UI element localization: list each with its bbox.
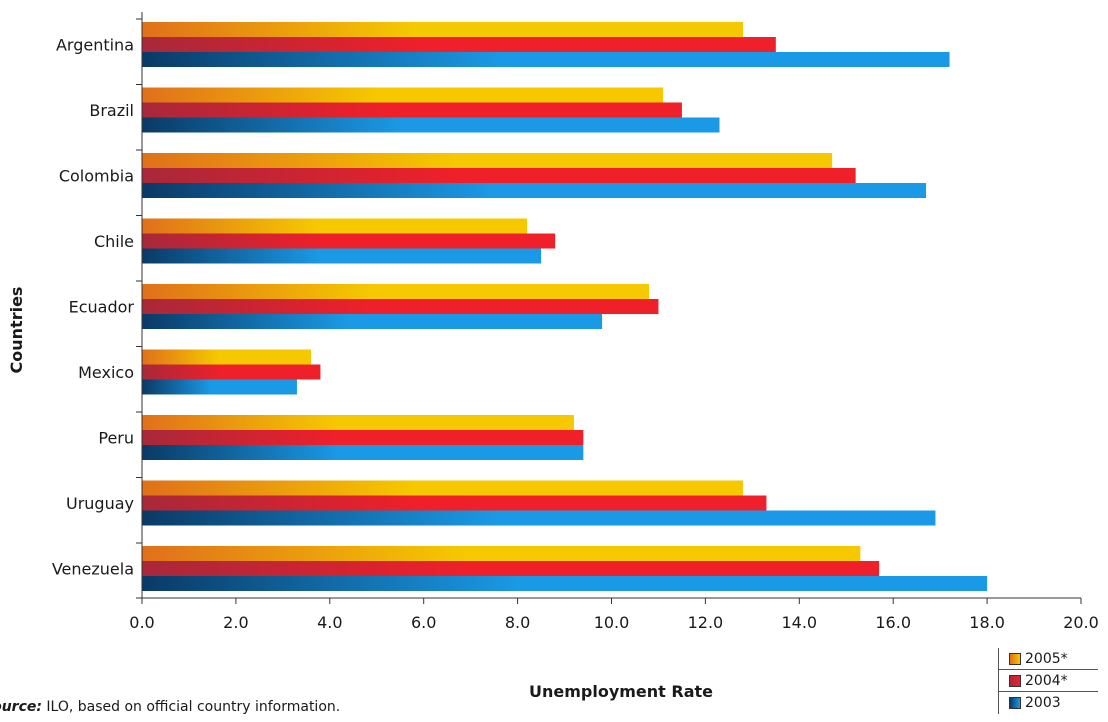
category-label-chile: Chile	[94, 232, 134, 251]
y-axis-title: Countries	[7, 287, 26, 374]
bar-argentina-2004	[142, 37, 776, 52]
bar-ecuador-2003	[142, 314, 603, 329]
category-label-uruguay: Uruguay	[66, 494, 134, 513]
bar-mexico-2003	[142, 379, 297, 395]
bar-peru-2005	[142, 415, 574, 430]
category-label-brazil: Brazil	[89, 101, 134, 120]
legend-item-2004: 2004*	[998, 670, 1098, 692]
category-label-venezuela: Venezuela	[52, 560, 134, 579]
bar-chile-2003	[142, 248, 542, 264]
bar-colombia-2004	[142, 168, 856, 183]
bar-venezuela-2003	[142, 576, 988, 591]
bar-brazil-2003	[142, 117, 720, 133]
category-label-argentina: Argentina	[56, 36, 134, 55]
legend-swatch	[1009, 652, 1021, 665]
x-tick-label: 8.0	[505, 613, 530, 632]
legend-swatch	[1009, 674, 1021, 687]
x-tick-label: 20.0	[1063, 613, 1099, 632]
bar-mexico-2004	[142, 364, 321, 380]
bar-uruguay-2005	[142, 480, 743, 496]
chart-legend: 2005* 2004* 2003	[998, 648, 1098, 714]
bar-uruguay-2003	[142, 510, 936, 526]
legend-label: 2003	[1025, 695, 1061, 711]
source-note: Source: ILO, based on official country i…	[0, 699, 340, 715]
bar-chile-2004	[142, 233, 556, 249]
legend-label: 2005*	[1025, 650, 1068, 667]
legend-label: 2004*	[1025, 672, 1068, 689]
legend-item-2003: 2003	[998, 692, 1098, 714]
bar-peru-2004	[142, 430, 584, 445]
x-tick-label: 10.0	[594, 613, 630, 632]
legend-swatch	[1009, 697, 1021, 709]
x-tick-label: 2.0	[223, 613, 248, 632]
bar-uruguay-2004	[142, 495, 767, 511]
bar-mexico-2005	[142, 349, 312, 365]
x-axis-title: Unemployment Rate	[529, 682, 713, 701]
bar-ecuador-2005	[142, 284, 650, 299]
bar-colombia-2003	[142, 183, 927, 198]
x-tick-label: 4.0	[317, 613, 342, 632]
category-label-ecuador: Ecuador	[69, 298, 135, 317]
category-label-mexico: Mexico	[78, 363, 134, 382]
bar-brazil-2005	[142, 87, 664, 103]
legend-item-2005: 2005*	[998, 648, 1098, 670]
bar-venezuela-2005	[142, 546, 861, 561]
bar-colombia-2005	[142, 153, 833, 168]
bar-ecuador-2004	[142, 299, 659, 314]
category-label-colombia: Colombia	[59, 167, 134, 186]
bar-brazil-2004	[142, 102, 682, 118]
bar-argentina-2003	[142, 52, 950, 67]
source-label: Source:	[0, 699, 42, 715]
x-tick-label: 12.0	[688, 613, 724, 632]
category-label-peru: Peru	[98, 429, 134, 448]
bar-peru-2003	[142, 445, 584, 460]
bar-argentina-2005	[142, 22, 743, 37]
x-tick-label: 6.0	[411, 613, 436, 632]
bar-chile-2005	[142, 218, 527, 234]
bar-venezuela-2004	[142, 561, 880, 576]
x-tick-label: 14.0	[781, 613, 817, 632]
x-tick-label: 0.0	[129, 613, 154, 632]
source-text: ILO, based on official country informati…	[41, 699, 341, 715]
x-tick-label: 16.0	[875, 613, 911, 632]
x-tick-label: 18.0	[969, 613, 1005, 632]
